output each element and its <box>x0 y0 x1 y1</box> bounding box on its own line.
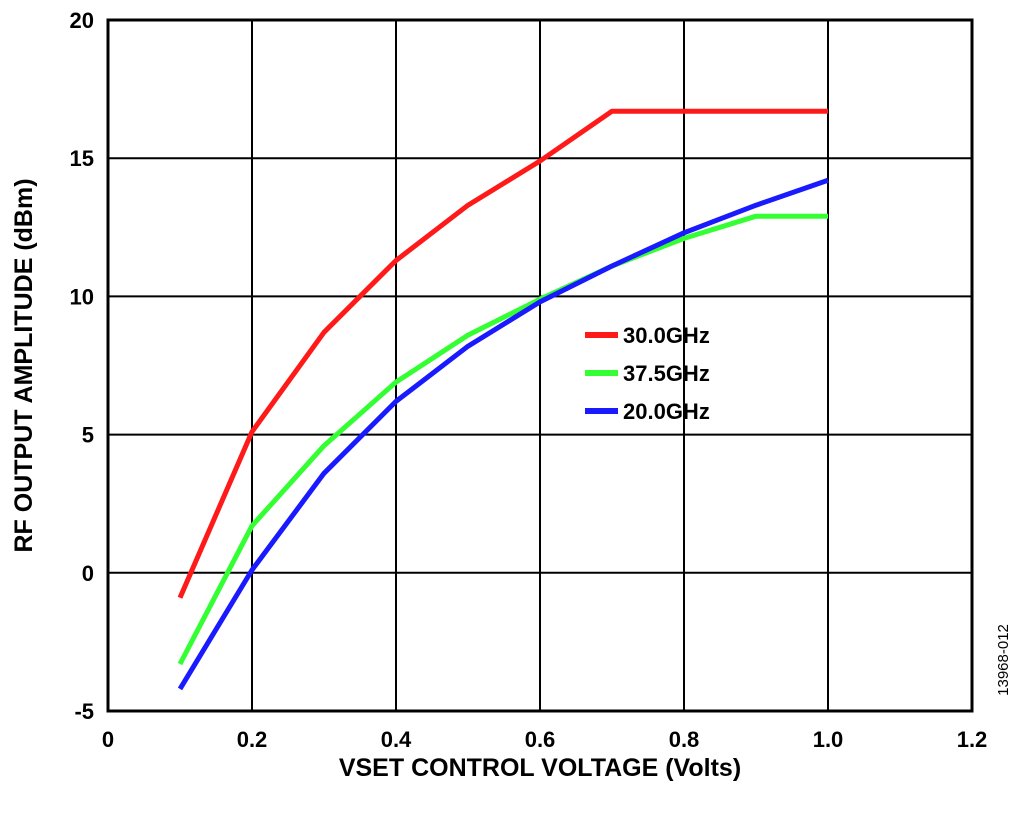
x-tick-label: 0.8 <box>669 727 700 752</box>
x-tick-label: 0 <box>102 727 114 752</box>
series-line-37-5ghz <box>177 213 828 666</box>
x-tick-label: 0.2 <box>237 727 268 752</box>
y-tick-labels: -5 0 5 10 15 20 <box>70 8 94 724</box>
series-line-20-0ghz <box>177 177 829 691</box>
series-lines <box>177 108 829 691</box>
x-tick-label: 1.0 <box>813 727 844 752</box>
y-tick-label: 0 <box>82 561 94 586</box>
plot-frame <box>106 18 974 713</box>
grid-lines <box>108 20 972 711</box>
y-tick-label: 15 <box>70 146 94 171</box>
y-tick-label: -5 <box>74 699 94 724</box>
y-axis-label: RF OUTPUT AMPLITUDE (dBm) <box>10 178 38 552</box>
x-tick-label: 1.2 <box>957 727 988 752</box>
legend-label: 20.0GHz <box>623 399 710 424</box>
y-tick-label: 20 <box>70 8 94 33</box>
legend: 30.0GHz 37.5GHz 20.0GHz <box>585 323 710 424</box>
x-tick-label: 0.4 <box>381 727 412 752</box>
y-tick-label: 10 <box>70 284 94 309</box>
legend-label: 37.5GHz <box>623 361 710 386</box>
x-tick-labels: 0 0.2 0.4 0.6 0.8 1.0 1.2 <box>102 727 987 752</box>
x-tick-label: 0.6 <box>525 727 556 752</box>
figure-id: 13968-012 <box>995 624 1012 696</box>
x-axis-label: VSET CONTROL VOLTAGE (Volts) <box>339 754 741 782</box>
legend-label: 30.0GHz <box>623 323 710 348</box>
y-tick-label: 5 <box>82 423 94 448</box>
series-line-30-0ghz <box>177 108 828 599</box>
